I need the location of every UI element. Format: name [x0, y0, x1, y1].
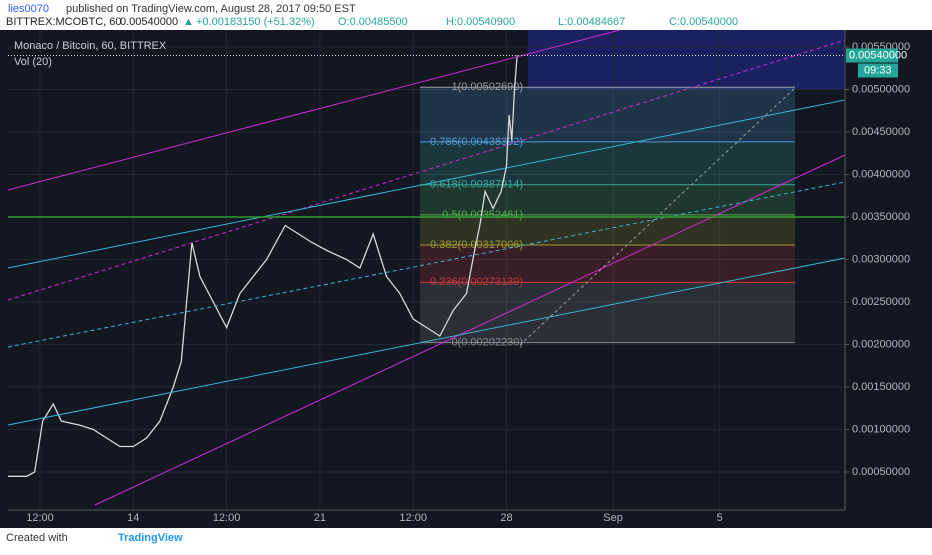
y-tick-label: 0.00250000	[852, 296, 910, 308]
high: H:0.00540900	[446, 16, 515, 28]
change: +0.00183150 (+51.32%)	[196, 16, 315, 28]
fib-label: 0.382(0.00317006)	[430, 239, 523, 251]
fib-label: 0.618(0.00387914)	[430, 179, 523, 191]
footer-bg	[0, 528, 932, 550]
footer-created: Created with	[6, 532, 68, 544]
fib-zone	[420, 245, 795, 283]
x-tick-label: 5	[717, 512, 723, 524]
cyan-mid	[7, 181, 846, 348]
x-tick-label: 12:00	[399, 512, 427, 524]
fib-zone	[420, 214, 795, 246]
last-price-box	[846, 48, 898, 63]
x-tick-label: Sep	[603, 512, 623, 524]
fib-label: 0.5(0.00352461)	[442, 209, 523, 221]
y-tick-label: 0.00150000	[852, 381, 910, 393]
up-arrow: ▲	[183, 16, 194, 28]
fib-zone	[420, 87, 795, 142]
x-tick-label: 12:00	[213, 512, 241, 524]
x-tick-label: 21	[314, 512, 326, 524]
fib-label: 0.236(0.00273139)	[430, 276, 523, 288]
last-price-label: 0.00540000	[849, 49, 907, 61]
y-tick-label: 0.00350000	[852, 211, 910, 223]
last-price: 0.00540000	[120, 16, 178, 28]
projection-zone	[528, 30, 845, 90]
y-tick-label: 0.00500000	[852, 83, 910, 95]
symbol: BITTREX:MCOBTC, 60	[6, 16, 122, 28]
fib-zone	[420, 141, 795, 185]
x-tick-label: 14	[127, 512, 139, 524]
published: published on TradingView.com, August 28,…	[66, 3, 356, 15]
countdown-box	[858, 63, 898, 78]
x-tick-label: 12:00	[26, 512, 54, 524]
y-tick-label: 0.00400000	[852, 168, 910, 180]
drawings	[7, 29, 846, 506]
channel-upper	[7, 29, 621, 191]
cyan-upper	[7, 99, 846, 269]
y-tick-label: 0.00050000	[852, 466, 910, 478]
y-tick-label: 0.00300000	[852, 253, 910, 265]
fib-label: 0(0.00202230)	[451, 337, 523, 349]
chart-bg	[0, 30, 932, 528]
price-line	[8, 55, 518, 477]
y-tick-label: 0.00450000	[852, 126, 910, 138]
countdown: 09:33	[864, 64, 892, 76]
y-tick-label: 0.00100000	[852, 423, 910, 435]
fib-label: 1(0.00502690)	[451, 81, 523, 93]
footer-brand[interactable]: TradingView	[118, 532, 183, 544]
indicator: Vol (20)	[14, 56, 52, 68]
chart-title: Monaco / Bitcoin, 60, BITTREX	[14, 40, 167, 52]
fib-label: 0.786(0.00438392)	[430, 136, 523, 148]
fib-zone	[420, 282, 795, 343]
channel-lower	[94, 154, 846, 506]
y-tick-label: 0.00200000	[852, 338, 910, 350]
author[interactable]: lies0070	[8, 3, 49, 15]
close: C:0.00540000	[669, 16, 738, 28]
x-tick-label: 28	[500, 512, 512, 524]
low: L:0.00484667	[558, 16, 625, 28]
cyan-lower	[7, 257, 846, 426]
open: O:0.00485500	[338, 16, 408, 28]
channel-mid	[7, 39, 846, 301]
